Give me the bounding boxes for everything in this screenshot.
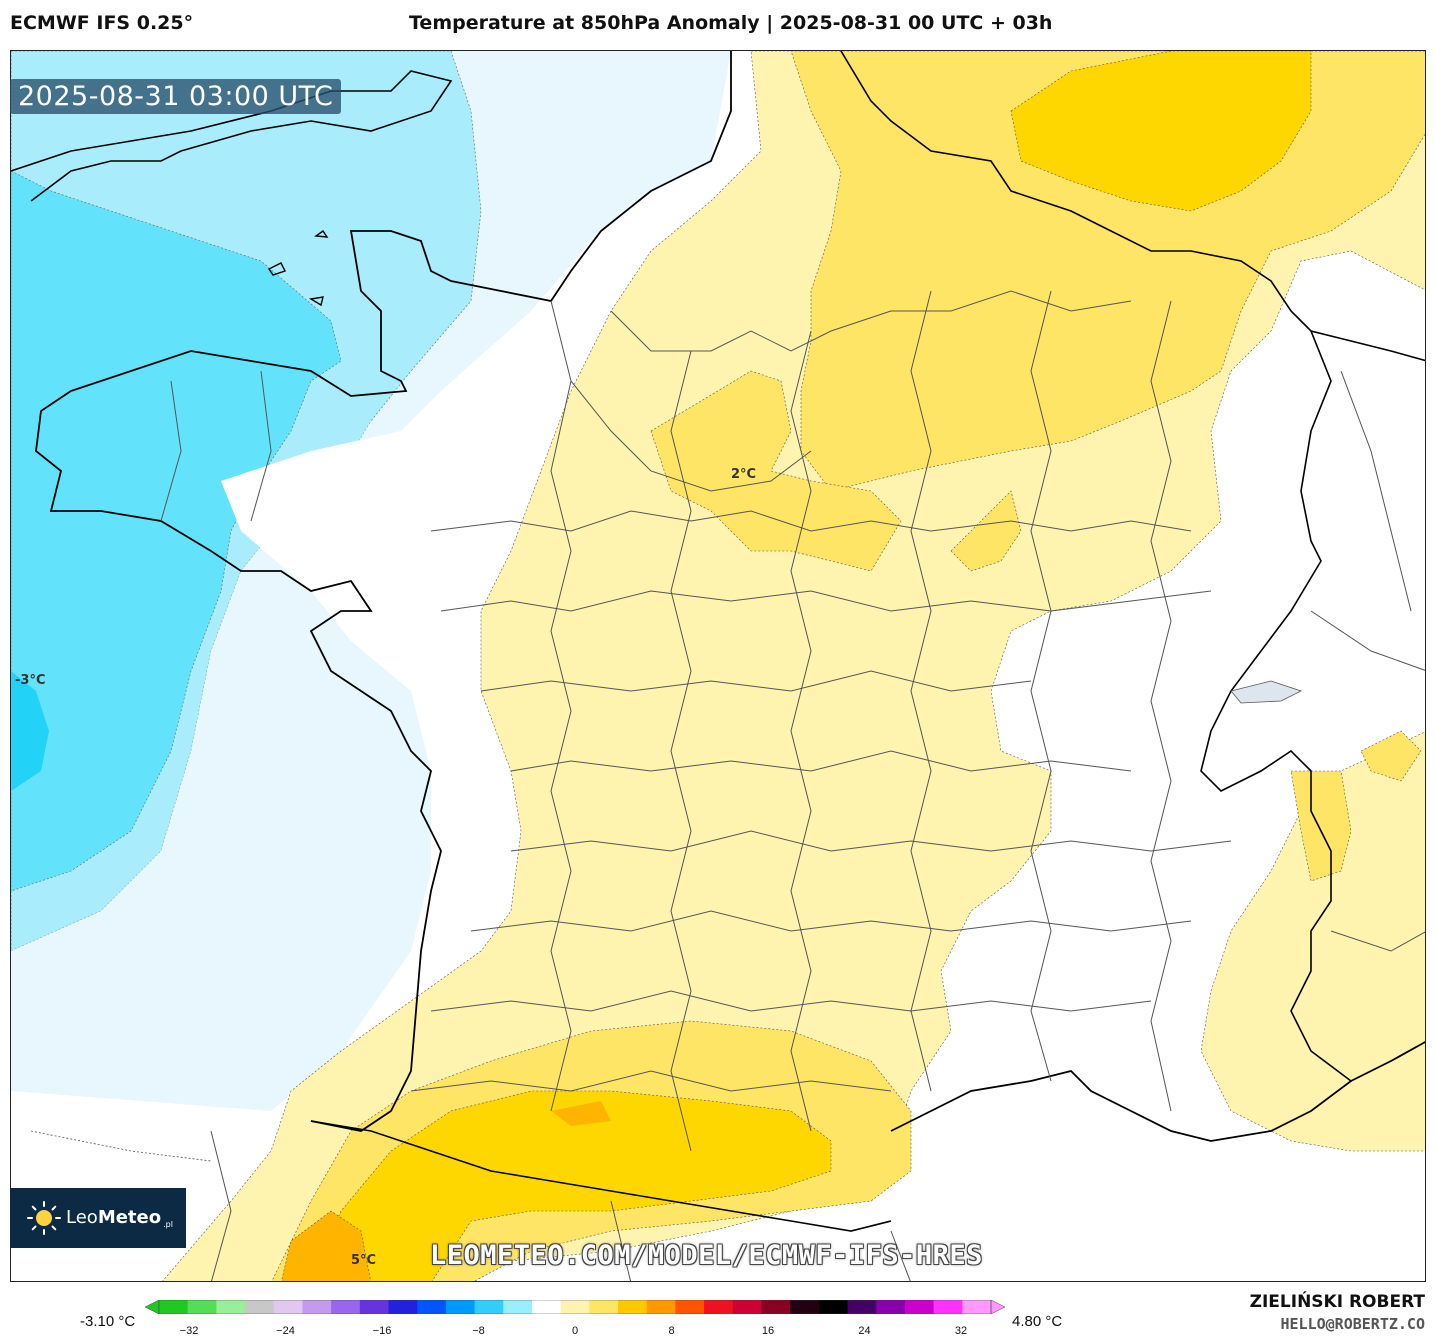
- colorbar-tick-label: 24: [858, 1325, 871, 1337]
- colorbar-swatch: [474, 1300, 504, 1314]
- colorbar-tick-label: 8: [668, 1325, 675, 1337]
- colorbar-low-arrow: [145, 1300, 160, 1314]
- warm-region-2b: [650, 370, 902, 572]
- contour-label-minus3c: -3°C: [15, 673, 46, 688]
- colorbar-swatch: [531, 1300, 562, 1314]
- border-pyrenees: [310, 1120, 892, 1232]
- colorbar-swatch: [417, 1300, 447, 1314]
- colorbar-tick-label: −16: [372, 1325, 392, 1337]
- sun-icon: [26, 1200, 62, 1236]
- colorbar-swatch: [646, 1300, 676, 1314]
- colorbar-swatch: [761, 1300, 791, 1314]
- colorbar-swatch: [560, 1300, 590, 1314]
- colorbar-tick-label: −32: [179, 1325, 199, 1337]
- colorbar-swatch: [302, 1300, 332, 1314]
- warm-region-2f: [1360, 730, 1422, 782]
- leometeo-logo[interactable]: LeoMeteo .pl: [10, 1188, 186, 1248]
- colorbar-swatch: [732, 1300, 762, 1314]
- colorbar-swatch: [388, 1300, 418, 1314]
- colorbar: [145, 1300, 1005, 1314]
- colorbar-tick-label: 16: [761, 1325, 775, 1337]
- cold-region-3: [11, 671, 49, 791]
- colorbar-min-label: -3.10 °C: [80, 1313, 136, 1330]
- colorbar-tick-label: 0: [571, 1325, 579, 1337]
- colorbar-max-label: 4.80 °C: [1012, 1313, 1063, 1330]
- colorbar-swatch: [359, 1300, 390, 1314]
- colorbar-swatch: [589, 1300, 619, 1314]
- uk-coast: [11, 70, 453, 202]
- colorbar-swatch: [847, 1300, 877, 1314]
- colorbar-high-arrow: [990, 1300, 1005, 1314]
- colorbar-swatch: [933, 1300, 963, 1314]
- logo-text: LeoMeteo .pl: [66, 1206, 173, 1230]
- colorbar-swatch: [445, 1300, 476, 1314]
- colorbar-swatch: [876, 1300, 906, 1314]
- colorbar-swatch: [818, 1300, 849, 1314]
- watermark-url: LEOMETEO.COM/MODEL/ECMWF-IFS-HRES: [430, 1240, 983, 1271]
- chart-title: Temperature at 850hPa Anomaly | 2025-08-…: [409, 12, 1053, 34]
- colorbar-swatch: [675, 1300, 705, 1314]
- contour-label-2c: 2°C: [731, 467, 757, 482]
- colorbar-swatch: [187, 1300, 217, 1314]
- border-east: [1200, 330, 1352, 1082]
- colorbar-swatch: [503, 1300, 533, 1314]
- warm-region-1b: [1200, 731, 1425, 1152]
- author-email[interactable]: HELLO@ROBERTZ.CO: [1280, 1315, 1426, 1333]
- warm-region-4: [281, 1210, 371, 1281]
- warm-region-2e: [1290, 770, 1352, 882]
- warm-region-4b: [551, 1101, 611, 1126]
- forecast-timestamp: 2025-08-31 03:00 UTC: [10, 79, 342, 114]
- colorbar-swatch: [790, 1300, 820, 1314]
- colorbar-tick-label: −24: [276, 1325, 295, 1337]
- warm-region-3b: [311, 1090, 832, 1281]
- colorbar-swatch: [273, 1300, 303, 1314]
- coastline: [35, 51, 732, 1132]
- colorbar-swatch: [962, 1300, 992, 1314]
- colorbar-swatch: [618, 1300, 648, 1314]
- map-canvas: [11, 51, 1425, 1281]
- colorbar-swatch: [331, 1300, 361, 1314]
- contour-label-5c: 5°C: [351, 1253, 377, 1268]
- spain-contour: [30, 1130, 212, 1162]
- colorbar-swatch: [159, 1300, 189, 1314]
- model-name: ECMWF IFS 0.25°: [10, 12, 194, 34]
- warm-region-2c: [950, 490, 1022, 572]
- colorbar-tick-label: 32: [954, 1325, 968, 1337]
- colorbar-swatch: [245, 1300, 275, 1314]
- coastline-med: [890, 1041, 1425, 1142]
- temperature-anomaly-map[interactable]: 2°C -3°C 5°C: [10, 50, 1426, 1282]
- colorbar-swatch: [216, 1300, 246, 1314]
- channel-islands: [267, 230, 329, 307]
- colorbar-swatch: [704, 1300, 734, 1314]
- border-north: [840, 51, 1425, 362]
- lake-geneva-icon: [1230, 680, 1303, 704]
- colorbar-swatch: [904, 1300, 935, 1314]
- author-name: ZIELIŃSKI ROBERT: [1249, 1292, 1425, 1312]
- warm-region-3: [1010, 51, 1312, 212]
- department-borders: [160, 290, 1425, 1281]
- colorbar-tick-label: −8: [472, 1325, 485, 1337]
